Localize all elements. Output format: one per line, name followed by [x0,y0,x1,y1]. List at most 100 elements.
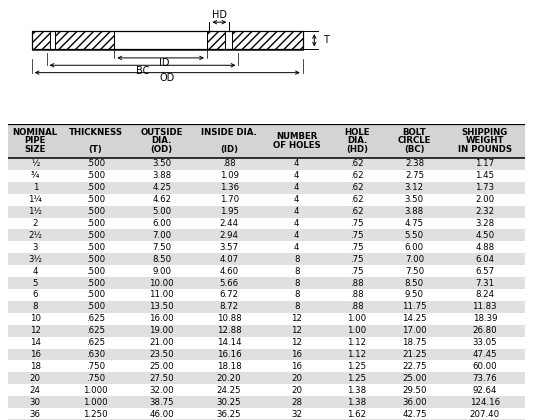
Text: 2: 2 [33,219,38,228]
Text: 6.57: 6.57 [475,267,494,276]
Bar [128,229,195,242]
Bar [384,182,445,194]
Bar [8,265,62,277]
Bar [128,289,195,301]
Bar [445,349,525,360]
Text: 4.60: 4.60 [220,267,239,276]
Bar [8,336,62,349]
Text: 12: 12 [30,326,41,335]
Bar [128,360,195,373]
Bar [264,229,330,242]
Bar [232,31,303,50]
Text: 4.88: 4.88 [475,243,494,252]
Bar [128,124,195,158]
Bar [330,206,384,218]
Bar [445,360,525,373]
Text: 3.50: 3.50 [152,160,171,168]
Text: 2.32: 2.32 [475,207,494,216]
Text: 38.75: 38.75 [149,398,174,407]
Text: 10: 10 [30,314,41,323]
Text: .88: .88 [222,160,236,168]
Text: 1.70: 1.70 [220,195,239,204]
Bar [32,31,50,50]
Bar [8,301,62,313]
Text: 7.00: 7.00 [152,231,171,240]
Text: 3.88: 3.88 [405,207,424,216]
Text: .62: .62 [350,195,364,204]
Bar [330,124,384,158]
Text: .500: .500 [86,207,105,216]
Bar [445,241,525,253]
Text: 14.25: 14.25 [402,314,427,323]
Bar [445,325,525,336]
Bar [62,253,128,265]
Text: 46.00: 46.00 [149,410,174,419]
Bar [330,384,384,396]
Text: 5.00: 5.00 [152,207,171,216]
Text: 1.250: 1.250 [83,410,108,419]
Bar [195,325,264,336]
Text: 4.62: 4.62 [152,195,171,204]
Text: .75: .75 [350,255,364,264]
Text: 3.88: 3.88 [152,171,171,180]
Text: .500: .500 [86,267,105,276]
Text: 16: 16 [30,350,41,359]
Bar [264,384,330,396]
Text: 20: 20 [30,374,41,383]
Bar [195,182,264,194]
Bar [128,206,195,218]
Bar [128,396,195,408]
Bar [384,325,445,336]
Text: 1.17: 1.17 [475,160,494,168]
Text: HOLE: HOLE [344,128,370,137]
Bar [445,170,525,182]
Bar [330,373,384,384]
Text: NUMBER: NUMBER [276,132,317,141]
Bar [384,408,445,420]
Bar [264,253,330,265]
Text: 8: 8 [294,278,300,288]
Text: 12: 12 [291,326,302,335]
Text: .500: .500 [86,291,105,299]
Text: 16: 16 [291,362,302,371]
Bar [384,265,445,277]
Bar [445,301,525,313]
Text: 20: 20 [291,386,302,395]
Bar [8,313,62,325]
Text: 2.75: 2.75 [405,171,424,180]
Text: .500: .500 [86,243,105,252]
Text: 1.38: 1.38 [348,386,367,395]
Bar [195,218,264,229]
Text: .500: .500 [86,195,105,204]
Text: 14: 14 [30,338,41,347]
Bar [195,313,264,325]
Text: T: T [322,35,328,45]
Bar [330,265,384,277]
Bar [264,408,330,420]
Text: 19.00: 19.00 [149,326,174,335]
Bar [128,170,195,182]
Bar [62,170,128,182]
Text: 1: 1 [33,183,38,192]
Text: 60.00: 60.00 [472,362,497,371]
Text: 1.09: 1.09 [220,171,239,180]
Bar [195,194,264,206]
Text: 36.00: 36.00 [402,398,427,407]
Bar [445,124,525,158]
Bar [8,170,62,182]
Text: 1.000: 1.000 [83,398,108,407]
Bar [195,158,264,170]
Text: ID: ID [159,58,169,68]
Text: 18.39: 18.39 [473,314,497,323]
Text: 4: 4 [33,267,38,276]
Text: 9.50: 9.50 [405,291,424,299]
Text: 14.14: 14.14 [217,338,241,347]
Text: 6.00: 6.00 [152,219,171,228]
Text: .500: .500 [86,231,105,240]
Bar [330,349,384,360]
Bar [128,253,195,265]
Text: (ID): (ID) [220,145,238,154]
Bar [330,289,384,301]
Text: 6.00: 6.00 [405,243,424,252]
Text: 12: 12 [291,314,302,323]
